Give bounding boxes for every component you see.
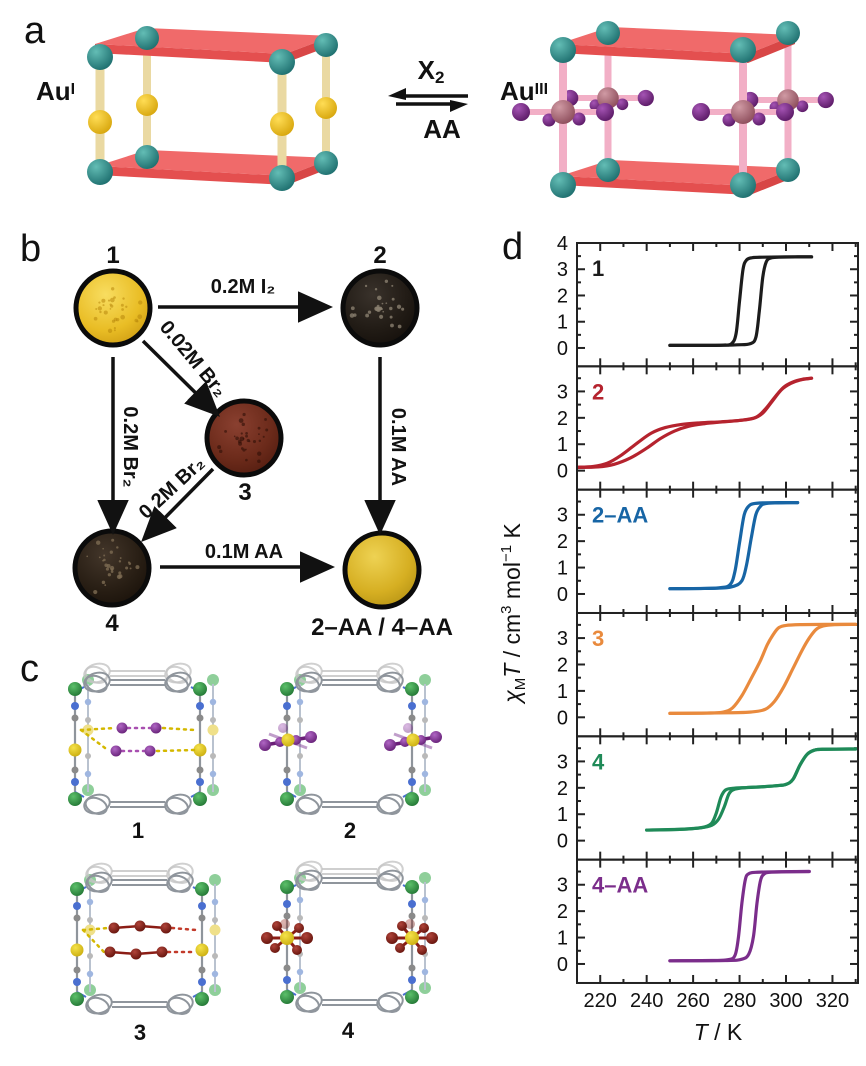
heating-branch-2 [577,376,814,470]
equilibrium-arrows [388,88,468,112]
reagent-1-2: 0.2M I₂ [210,276,276,298]
sample-4-label: 4 [105,610,119,637]
reagent-2-aa: 0.1M AA [387,407,409,487]
plot-label-4: 4 [592,749,605,774]
panel-a-scheme [87,21,834,198]
plot-label-4–AA: 4–AA [592,873,648,898]
y-tick-label: 1 [557,804,568,826]
y-tick-label: 3 [557,259,568,281]
au-i-label: AuI [36,76,76,106]
y-tick-label: 0 [557,707,568,729]
y-tick-label: 1 [557,681,568,703]
cooling-branch-4 [645,747,858,832]
plot-panel-2: 0 1 2 3 2 [557,365,859,491]
y-tick-label: 4 [557,233,568,255]
heating-branch-1 [668,255,814,347]
y-tick-label: 0 [557,338,568,360]
au-iii-cage [512,21,834,198]
au-i-cage [87,26,338,191]
y-tick-label: 2 [557,531,568,553]
cooling-branch-2 [577,376,814,469]
plot-label-2–AA: 2–AA [592,503,648,528]
plot-panel-4: 0 1 2 3 4 [557,735,859,861]
reaction-arrow [141,339,220,417]
heating-branch-3 [668,622,858,715]
panel-c-structures [68,662,442,1015]
structure-2-label: 2 [343,818,357,843]
x-tick-label: 240 [630,990,663,1012]
panel-a-letter: a [24,10,46,52]
cooling-branch-4–AA [668,869,811,963]
heating-branch-4–AA [668,869,811,963]
heating-branch-4 [645,747,858,832]
cooling-branch-3 [668,622,858,715]
x-tick-label: 300 [769,990,802,1012]
reagent-4-aa: 0.1M AA [204,541,284,563]
y-tick-label: 3 [557,875,568,897]
x-tick-label: 280 [723,990,756,1012]
reaction-arrow [141,467,215,542]
y-tick-label: 3 [557,505,568,527]
sample-circle-3 [204,398,284,478]
y-tick-label: 3 [557,628,568,650]
y-tick-label: 0 [557,831,568,853]
y-tick-label: 1 [557,558,568,580]
y-tick-label: 2 [557,778,568,800]
crystal-structure-4 [261,860,438,1013]
sample-3-label: 3 [238,479,252,506]
cooling-branch-1 [668,255,814,347]
x-tick-label: 260 [676,990,709,1012]
crystal-structure-2 [259,662,442,815]
y-tick-label: 2 [557,408,568,430]
au-iii-label: AuIII [500,76,549,106]
y-tick-label: 2 [557,901,568,923]
aa-label: AA [423,114,461,144]
y-tick-label: 1 [557,928,568,950]
y-axis-label: χMT / cm3 mol−1 K [500,523,529,705]
structure-4-label: 4 [341,1018,355,1043]
structure-1-label: 1 [131,818,145,843]
plot-panel-2–AA: 0 1 2 3 2–AA [557,488,859,614]
cooling-branch-2–AA [668,500,800,591]
sample-circle-1 [73,268,153,348]
y-tick-label: 2 [557,285,568,307]
x-axis-label: T / K [694,1019,743,1045]
crystal-structure-1 [68,662,219,815]
plot-label-3: 3 [592,626,604,651]
y-tick-label: 0 [557,584,568,606]
plot-panel-1: 0 1 2 3 4 1 [557,233,859,368]
y-tick-label: 0 [557,954,568,976]
panel-b-letter: b [20,228,42,270]
y-tick-label: 3 [557,751,568,773]
sample-1-label: 1 [106,242,120,269]
plot-label-2: 2 [592,379,604,404]
crystal-structure-3 [70,862,221,1015]
x-tick-label: 220 [584,990,617,1012]
panel-c-letter: c [20,648,39,690]
reagent-1-4: 0.2M Br₂ [119,406,141,488]
x2-label: X2 [417,55,445,87]
y-tick-label: 0 [557,461,568,483]
x-tick-label: 320 [816,990,849,1012]
y-tick-label: 1 [557,434,568,456]
y-tick-label: 1 [557,312,568,334]
plot-panel-4–AA: 0 1 2 3 4–AA [557,858,859,984]
sample-2aa-4aa-label: 2–AA / 4–AA [311,614,453,641]
panel-b-scheme [72,268,422,610]
sample-circle-4 [72,528,152,608]
sample-circle-2–AA / 4–AA [342,530,422,610]
plot-panel-3: 0 1 2 3 3 [557,611,859,738]
structure-3-label: 3 [133,1020,147,1045]
sample-2-label: 2 [373,242,387,269]
plot-label-1: 1 [592,256,604,281]
heating-branch-2–AA [668,501,800,591]
y-tick-label: 3 [557,381,568,403]
panel-d-letter: d [502,226,524,268]
sample-circle-2 [340,268,420,348]
y-tick-label: 2 [557,654,568,676]
